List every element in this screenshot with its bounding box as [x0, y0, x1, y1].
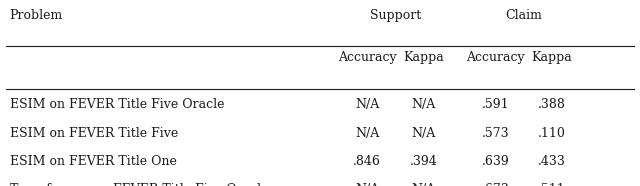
Text: N/A: N/A: [412, 183, 436, 186]
Text: N/A: N/A: [355, 98, 379, 111]
Text: .573: .573: [482, 127, 509, 140]
Text: .433: .433: [538, 155, 566, 168]
Text: ESIM on FEVER Title Five Oracle: ESIM on FEVER Title Five Oracle: [10, 98, 224, 111]
Text: N/A: N/A: [412, 127, 436, 140]
Text: Accuracy: Accuracy: [338, 51, 396, 64]
Text: .846: .846: [353, 155, 381, 168]
Text: N/A: N/A: [355, 183, 379, 186]
Text: N/A: N/A: [412, 98, 436, 111]
Text: Support: Support: [370, 9, 421, 22]
Text: Kappa: Kappa: [532, 51, 572, 64]
Text: Claim: Claim: [506, 9, 542, 22]
Text: N/A: N/A: [355, 127, 379, 140]
Text: Problem: Problem: [10, 9, 63, 22]
Text: Kappa: Kappa: [403, 51, 444, 64]
Text: .639: .639: [482, 155, 509, 168]
Text: ESIM on FEVER Title Five: ESIM on FEVER Title Five: [10, 127, 178, 140]
Text: .110: .110: [538, 127, 566, 140]
Text: ESIM on FEVER Title One: ESIM on FEVER Title One: [10, 155, 177, 168]
Text: Accuracy: Accuracy: [467, 51, 525, 64]
Text: Transformer on FEVER Title Five Oracle: Transformer on FEVER Title Five Oracle: [10, 183, 268, 186]
Text: .394: .394: [410, 155, 437, 168]
Text: .673: .673: [482, 183, 509, 186]
Text: .511: .511: [538, 183, 566, 186]
Text: .388: .388: [538, 98, 566, 111]
Text: .591: .591: [482, 98, 509, 111]
